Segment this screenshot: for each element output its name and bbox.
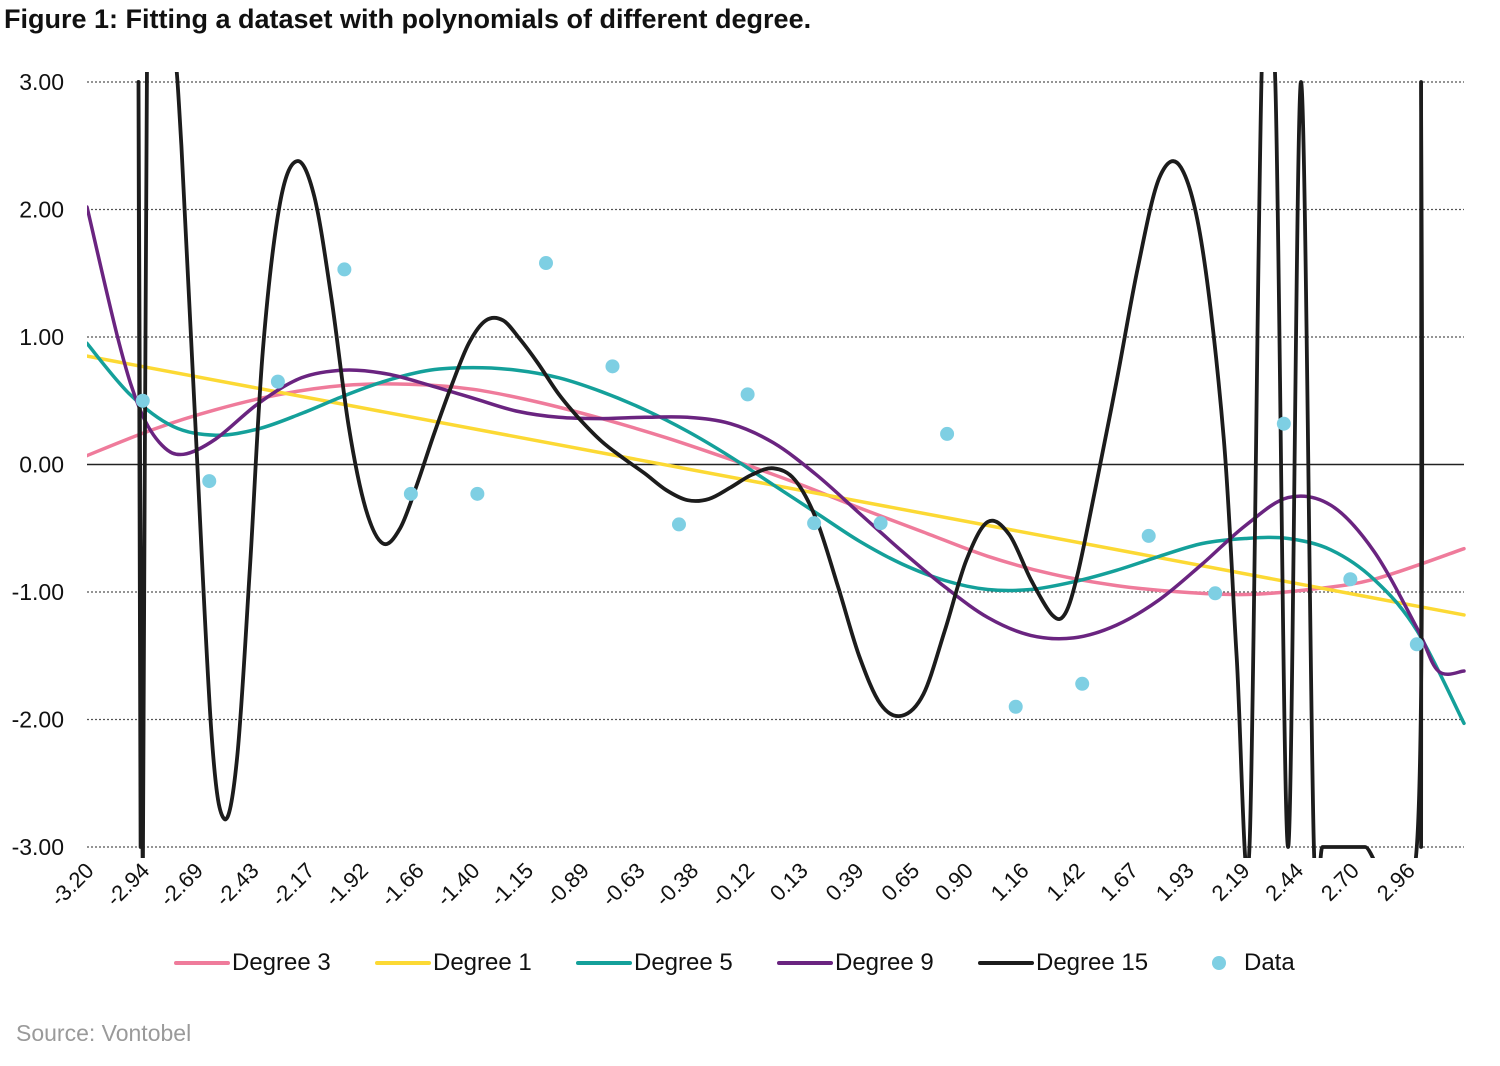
- x-axis-tick-labels: -3.20 -2.94 -2.69 -2.43 -2.17 -1.92 -1.66 -1.40…: [45, 858, 1419, 911]
- x-tick-label: 0.39: [821, 858, 869, 906]
- data-point: [807, 516, 822, 531]
- x-tick-label: 1.42: [1041, 858, 1089, 906]
- data-point: [1343, 572, 1358, 587]
- data-point: [605, 359, 620, 374]
- x-tick-label: 0.13: [765, 858, 813, 906]
- chart-title: Figure 1: Fitting a dataset with polynom…: [4, 4, 812, 34]
- series-lines: [87, 72, 1466, 858]
- legend-label-degree-15: Degree 15: [1036, 949, 1149, 976]
- y-tick-label: -3.00: [12, 834, 64, 860]
- data-point: [671, 517, 686, 532]
- data-point: [1075, 676, 1090, 691]
- x-tick-label: 0.90: [930, 858, 978, 906]
- legend-label-data: Data: [1244, 949, 1295, 976]
- legend-item-degree-9: Degree 9: [777, 946, 934, 980]
- data-points: [135, 256, 1424, 714]
- x-tick-label: -0.12: [706, 858, 759, 911]
- chart-legend: Degree 3 Degree 1 Degree 5 Degree 9 Degr…: [0, 946, 1500, 980]
- x-tick-label: 0.65: [876, 858, 924, 906]
- legend-label-degree-3: Degree 3: [232, 949, 331, 976]
- x-tick-label: -2.43: [211, 858, 264, 911]
- y-tick-label: 3.00: [19, 69, 64, 95]
- data-point: [1008, 699, 1023, 714]
- legend-swatch-degree-15: [978, 961, 1034, 965]
- x-tick-label: 1.16: [986, 858, 1034, 906]
- y-tick-label: -1.00: [12, 579, 64, 605]
- data-point: [1276, 416, 1291, 431]
- legend-item-degree-5: Degree 5: [576, 946, 733, 980]
- y-axis-tick-labels: 3.00 2.00 1.00 0.00 -1.00 -2.00 -3.00: [12, 69, 64, 860]
- legend-item-degree-15: Degree 15: [978, 946, 1148, 980]
- legend-swatch-degree-5: [576, 961, 632, 965]
- x-tick-label: -0.89: [541, 858, 594, 911]
- x-tick-label: 1.93: [1151, 858, 1199, 906]
- data-point: [470, 486, 485, 501]
- x-tick-label: 2.44: [1260, 858, 1308, 906]
- data-point: [135, 393, 150, 408]
- data-point: [270, 374, 285, 389]
- polynomial-fit-chart: 3.002.001.000.00-1.00-2.00-3.00 -3.20 -2.…: [12, 69, 1466, 911]
- x-tick-label: -2.69: [155, 858, 208, 911]
- x-tick-label: -1.66: [376, 858, 429, 911]
- legend-item-degree-3: Degree 3: [174, 946, 331, 980]
- data-point: [337, 262, 352, 277]
- legend-item-data: Data: [1208, 946, 1295, 980]
- data-point: [740, 387, 755, 402]
- data-point: [873, 516, 888, 531]
- x-tick-label: 2.70: [1316, 858, 1364, 906]
- y-tick-label: 2.00: [19, 197, 64, 223]
- x-tick-label: 1.67: [1095, 858, 1143, 906]
- x-tick-label: -0.63: [597, 858, 650, 911]
- source-note: Source: Vontobel: [16, 1020, 192, 1046]
- x-tick-label: -2.17: [266, 858, 319, 911]
- y-tick-label: 1.00: [19, 324, 64, 350]
- y-tick-label: 0.00: [19, 452, 64, 478]
- y-tick-label: -2.00: [12, 707, 64, 733]
- data-point: [539, 256, 553, 271]
- data-point: [1208, 586, 1223, 601]
- series-line-degree-15: [136, 72, 1425, 858]
- legend-label-degree-5: Degree 5: [634, 949, 733, 976]
- legend-label-degree-9: Degree 9: [835, 949, 934, 976]
- x-tick-label: -1.40: [431, 858, 484, 911]
- data-point: [1409, 637, 1424, 652]
- legend-label-degree-1: Degree 1: [433, 949, 532, 976]
- legend-item-degree-1: Degree 1: [375, 946, 532, 980]
- x-tick-label: -2.94: [101, 858, 154, 911]
- legend-swatch-degree-1: [375, 961, 431, 965]
- legend-swatch-data: [1212, 956, 1226, 970]
- x-tick-label: -3.20: [45, 858, 98, 911]
- legend-swatch-degree-9: [777, 961, 833, 965]
- series-line-degree-5: [87, 341, 1466, 726]
- x-tick-label: -1.92: [320, 858, 373, 911]
- x-tick-label: -1.15: [485, 858, 538, 911]
- data-point: [202, 474, 217, 489]
- x-tick-label: 2.96: [1372, 858, 1420, 906]
- data-point: [1141, 528, 1156, 543]
- data-point: [940, 426, 955, 441]
- x-tick-label: 2.19: [1207, 858, 1255, 906]
- data-point: [403, 486, 418, 501]
- legend-swatch-degree-3: [174, 961, 230, 965]
- x-tick-label: -0.38: [650, 858, 703, 911]
